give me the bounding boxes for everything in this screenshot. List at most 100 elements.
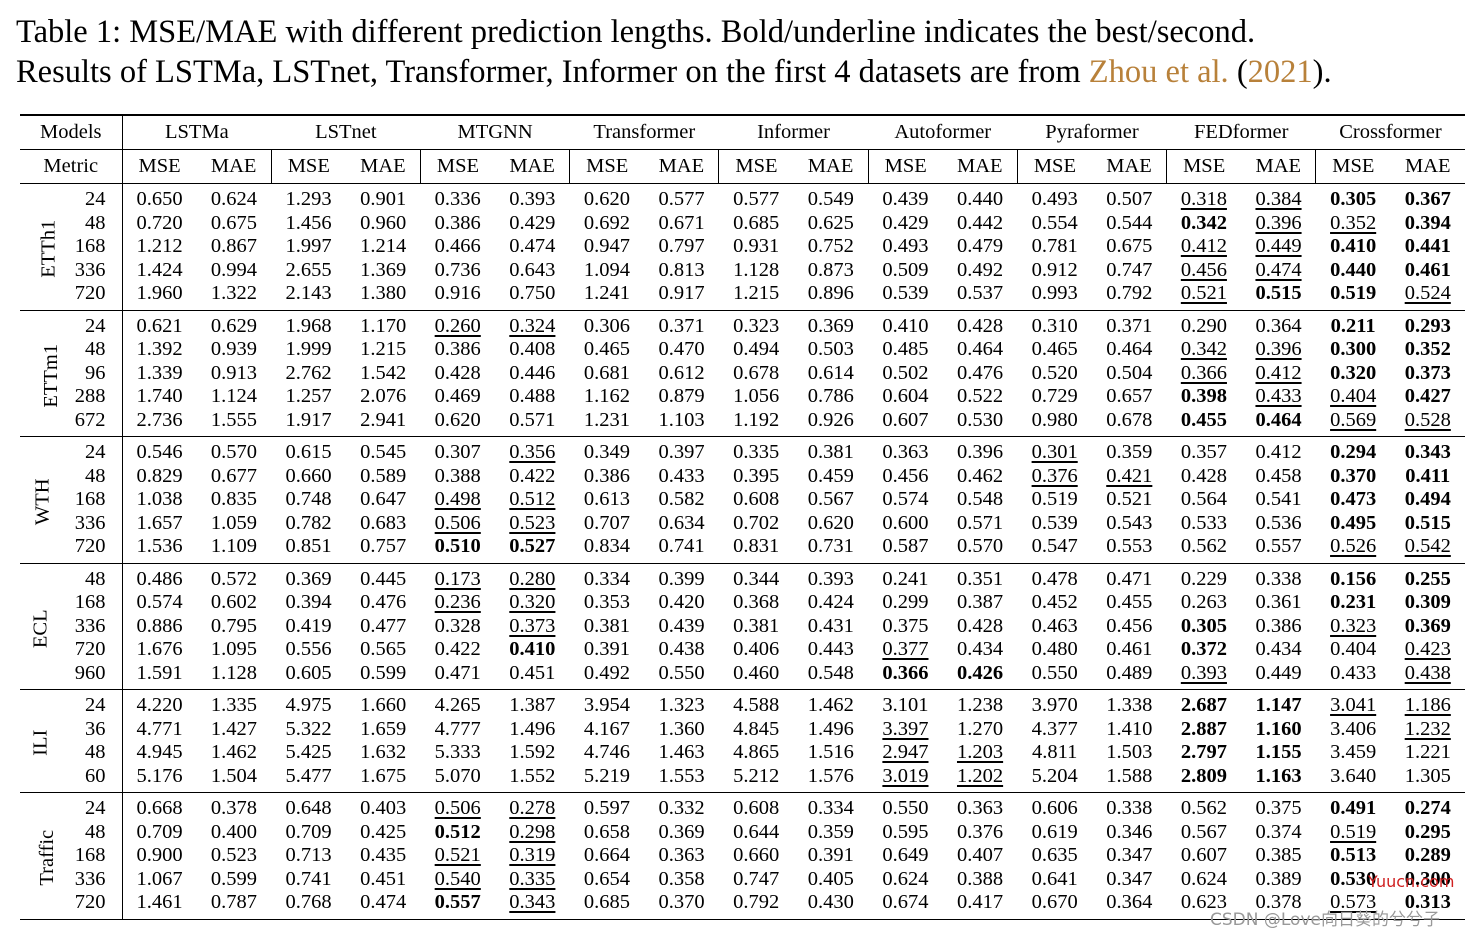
value-cell: 0.539 xyxy=(1017,512,1092,536)
value: 0.479 xyxy=(956,235,1004,257)
value-cell: 0.502 xyxy=(868,362,943,386)
data-row: 336 0.886 0.795 0.419 0.477 0.328 0.373 0.381 0.… xyxy=(20,614,1465,638)
model-name: LSTnet xyxy=(271,114,421,150)
value: 0.300 xyxy=(1330,338,1377,360)
value: 0.542 xyxy=(1404,535,1451,557)
value: 0.280 xyxy=(509,567,556,590)
value: 4.746 xyxy=(583,741,631,763)
value: 1.410 xyxy=(1106,717,1153,740)
value: 0.274 xyxy=(1404,797,1451,819)
model-name: LSTMa xyxy=(122,114,272,150)
value-cell: 0.332 xyxy=(644,793,719,821)
value-cell: 0.377 xyxy=(868,638,943,662)
data-row: 168 1.038 0.835 0.748 0.647 0.498 0.512 0.613 0.… xyxy=(20,488,1465,512)
value: 0.364 xyxy=(1255,314,1302,337)
value: 0.459 xyxy=(807,464,854,487)
value: 0.597 xyxy=(583,797,631,819)
value: 0.393 xyxy=(1180,661,1227,684)
value-cell: 0.263 xyxy=(1167,591,1242,615)
value-cell: 0.530 xyxy=(942,408,1018,437)
value: 0.614 xyxy=(807,361,854,384)
horizon: 720 xyxy=(62,282,123,311)
value: 0.442 xyxy=(956,211,1004,234)
value: 0.605 xyxy=(285,661,332,684)
value: 1.257 xyxy=(285,385,332,407)
value-cell: 0.459 xyxy=(794,465,869,489)
value-cell: 0.466 xyxy=(420,235,495,259)
value-cell: 0.768 xyxy=(271,891,346,920)
caption-line-2: Results of LSTMa, LSTnet, Transformer, I… xyxy=(16,52,1332,92)
value-cell: 0.623 xyxy=(1166,891,1242,920)
value: 0.456 xyxy=(1180,258,1227,281)
value: 1.369 xyxy=(360,258,407,281)
value: 1.323 xyxy=(658,694,705,716)
value: 0.589 xyxy=(360,464,407,487)
value: 0.405 xyxy=(807,867,854,890)
value-cell: 0.320 xyxy=(1316,362,1391,386)
value: 0.835 xyxy=(210,488,257,510)
value: 5.425 xyxy=(285,741,332,763)
value: 4.865 xyxy=(733,741,780,763)
value-cell: 0.571 xyxy=(943,512,1018,536)
value: 1.155 xyxy=(1255,741,1302,763)
value-cell: 1.147 xyxy=(1241,690,1316,718)
value: 1.516 xyxy=(807,741,854,763)
value: 0.408 xyxy=(509,338,556,360)
value: 0.455 xyxy=(1180,408,1227,431)
value: 1.536 xyxy=(136,535,183,557)
value-cell: 0.515 xyxy=(1390,512,1465,536)
value: 1.360 xyxy=(658,717,705,740)
value-cell: 0.417 xyxy=(942,891,1018,920)
value-cell: 3.640 xyxy=(1315,764,1391,793)
value-cell: 0.731 xyxy=(793,535,869,564)
value: 0.741 xyxy=(285,867,332,890)
value: 0.607 xyxy=(882,408,929,431)
value-cell: 0.607 xyxy=(1167,844,1242,868)
value-cell: 5.176 xyxy=(122,764,197,793)
value-cell: 0.378 xyxy=(1241,891,1316,920)
metric-name: MSE xyxy=(867,149,943,184)
value: 1.192 xyxy=(733,408,780,431)
value: 0.381 xyxy=(733,614,780,637)
value-cell: 0.621 xyxy=(122,310,197,338)
value: 0.458 xyxy=(1255,464,1302,487)
value: 1.740 xyxy=(136,385,183,407)
value: 0.338 xyxy=(1255,567,1302,590)
value: 0.707 xyxy=(583,511,631,534)
value: 1.999 xyxy=(285,338,332,360)
value-cell: 0.476 xyxy=(943,362,1018,386)
value: 0.474 xyxy=(509,235,556,257)
value: 0.407 xyxy=(956,844,1004,866)
value-cell: 1.659 xyxy=(346,718,421,742)
value: 0.440 xyxy=(956,188,1004,210)
value: 0.353 xyxy=(583,591,631,613)
value-cell: 0.736 xyxy=(420,259,495,283)
value: 5.212 xyxy=(733,764,780,787)
value-cell: 0.748 xyxy=(271,488,346,512)
value-cell: 0.300 xyxy=(1390,868,1465,892)
value-cell: 0.424 xyxy=(794,591,869,615)
value: 0.422 xyxy=(509,464,556,487)
value: 0.440 xyxy=(1330,258,1377,281)
value: 0.397 xyxy=(658,441,705,463)
value-cell: 0.650 xyxy=(122,184,197,212)
value: 0.713 xyxy=(285,844,332,866)
value: 0.391 xyxy=(583,638,631,660)
value-cell: 0.612 xyxy=(644,362,719,386)
value: 0.363 xyxy=(882,441,929,463)
value: 0.582 xyxy=(658,488,705,510)
value-cell: 0.542 xyxy=(1390,535,1466,564)
value: 0.335 xyxy=(509,867,556,890)
value-cell: 0.381 xyxy=(794,437,869,465)
value: 0.572 xyxy=(210,567,257,590)
value: 0.900 xyxy=(136,844,183,866)
value-cell: 0.374 xyxy=(1241,821,1316,845)
dataset-cell: Traffic xyxy=(20,792,62,920)
value: 1.461 xyxy=(136,891,183,913)
metric-name: MAE xyxy=(644,149,719,184)
value-cell: 0.410 xyxy=(868,310,943,338)
value-cell: 0.574 xyxy=(868,488,943,512)
value-cell: 0.521 xyxy=(1092,488,1167,512)
metric-name: MSE xyxy=(1166,149,1242,184)
value: 2.941 xyxy=(360,408,407,431)
